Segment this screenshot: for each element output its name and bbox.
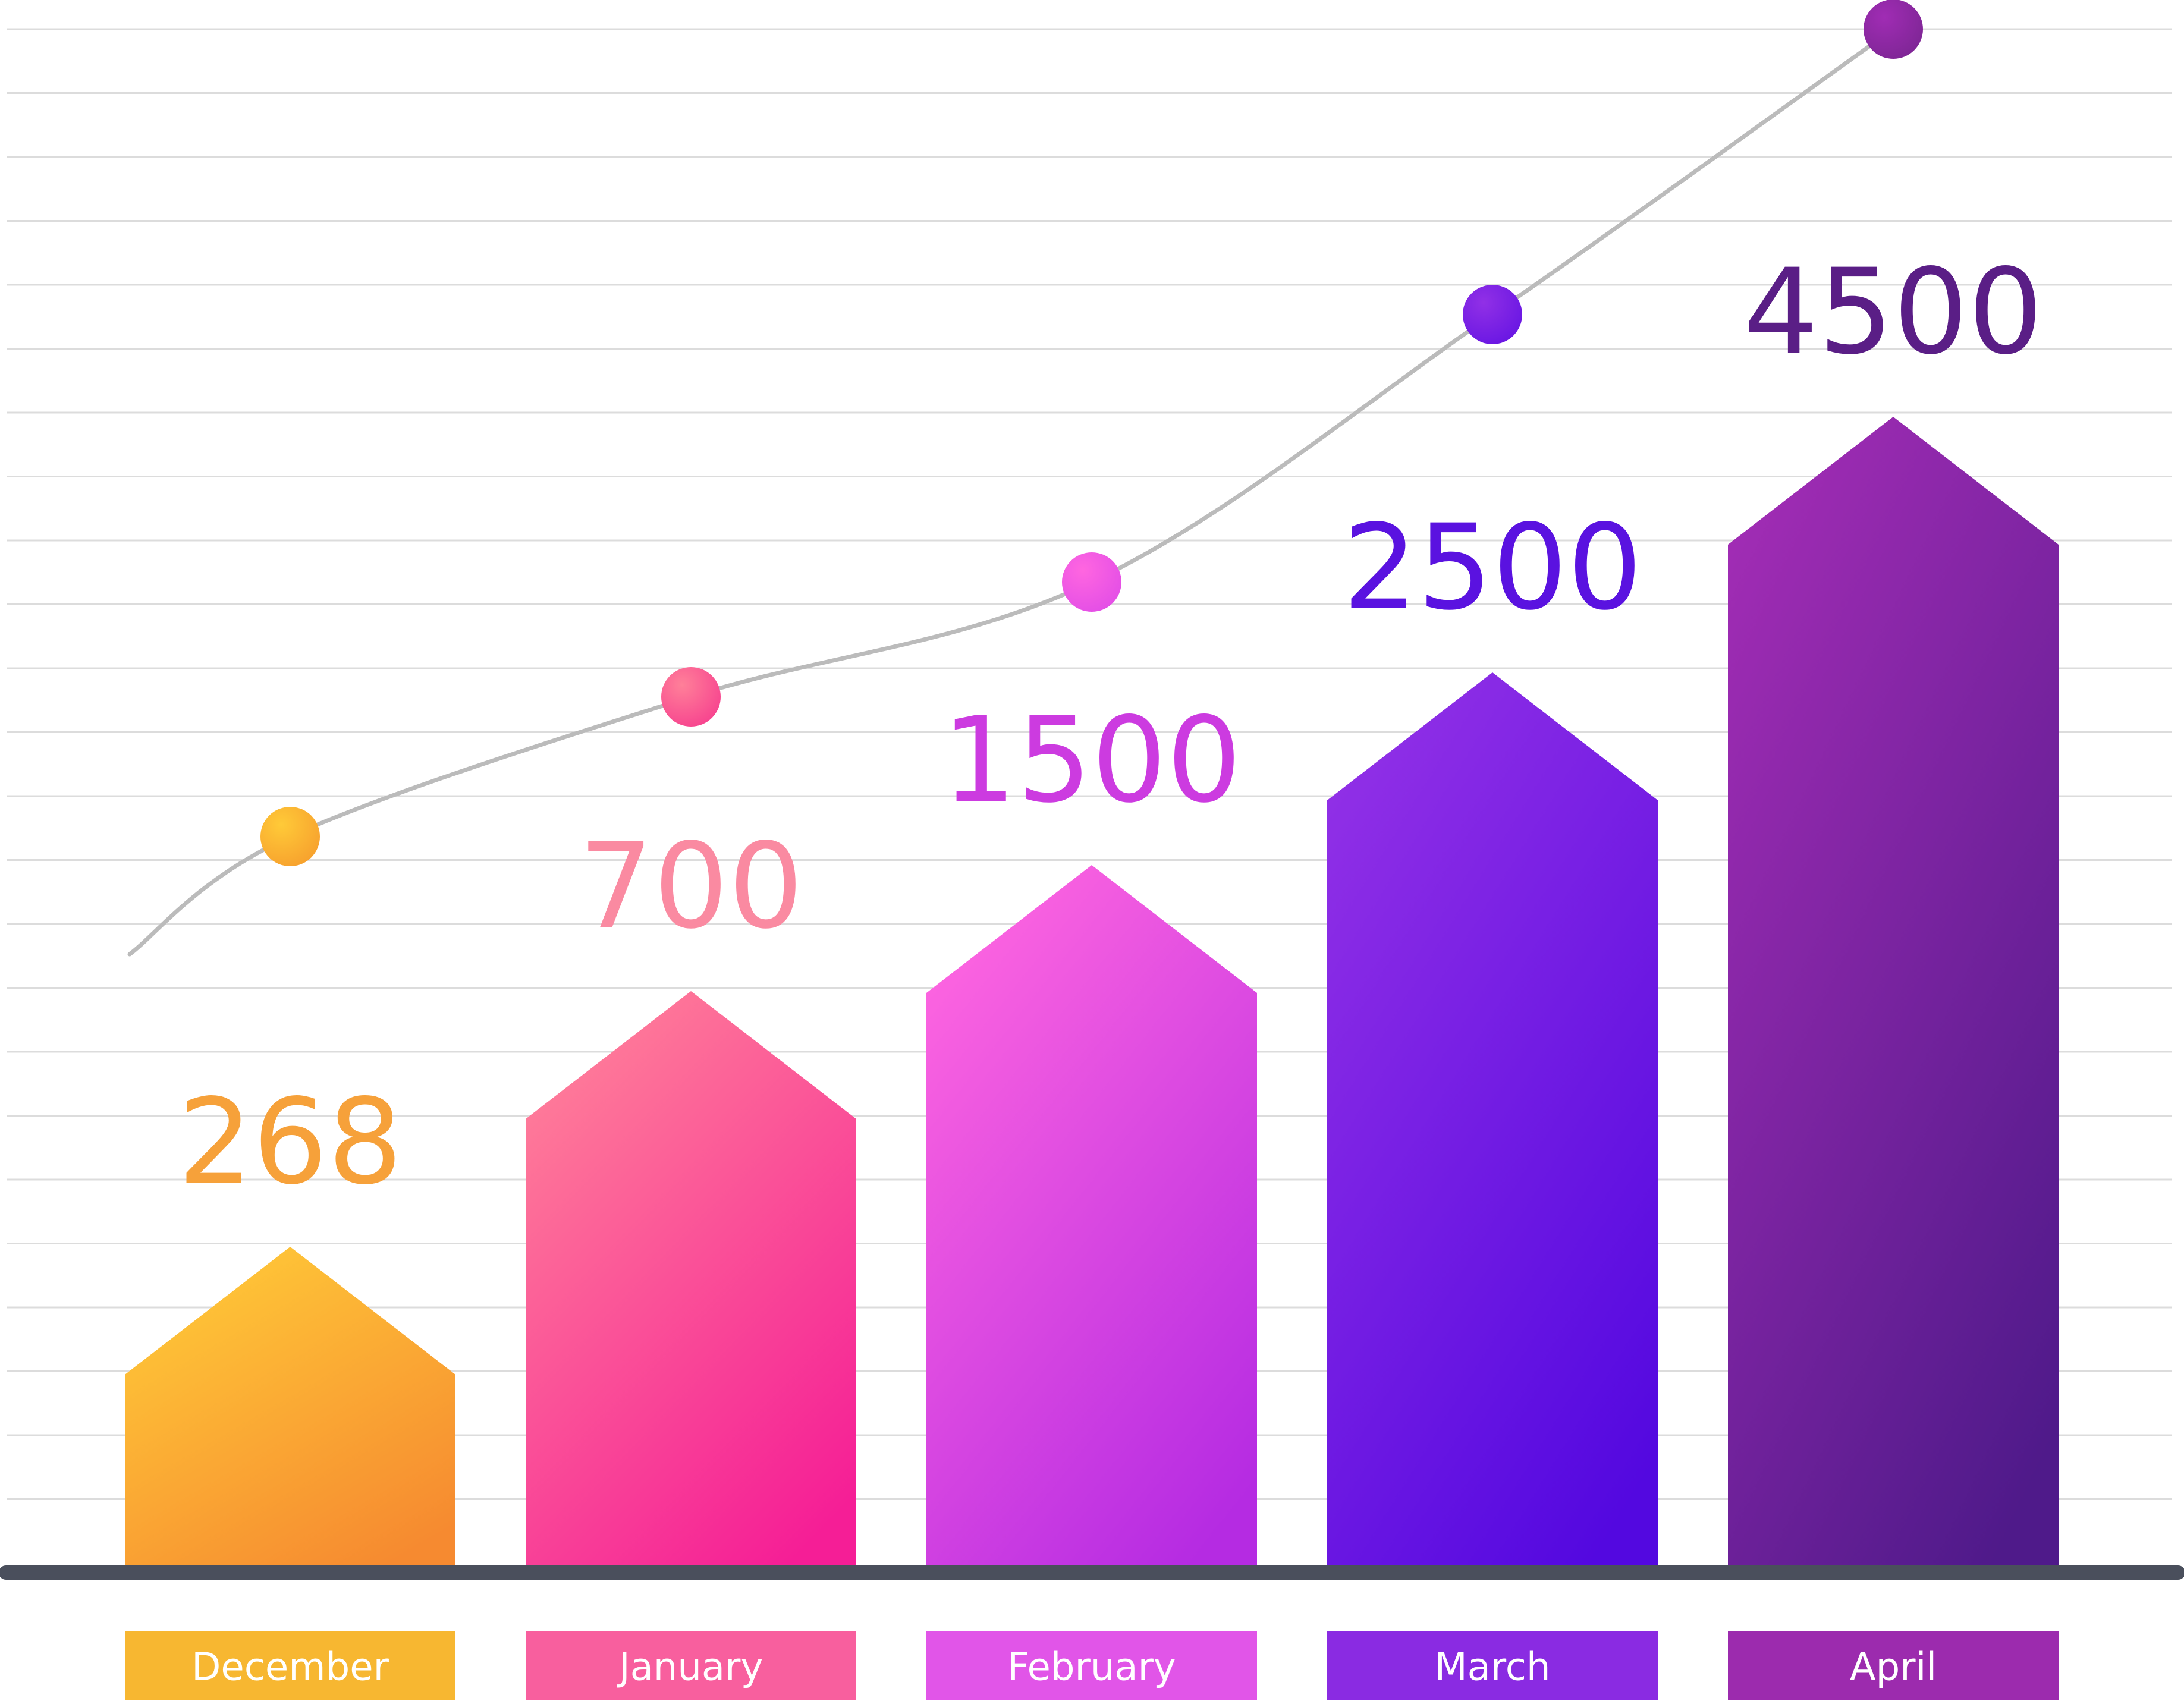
value-label: 1500 [942,691,1242,829]
bar [1327,672,1658,1565]
category-label: March [1434,1646,1550,1690]
category-labels: December January February March April [125,1631,2059,1700]
category-box [526,1631,856,1700]
bar [526,991,856,1565]
category-label: January [617,1646,763,1690]
trend-point [661,667,721,727]
category-box [125,1631,455,1700]
trend-point [1062,552,1121,612]
value-labels: 268 700 1500 2500 4500 [178,243,2043,1210]
trend-point [1463,285,1522,344]
value-label: 2500 [1343,499,1642,636]
bar [125,1247,455,1565]
trend-point [260,807,320,866]
bar [1728,417,2059,1565]
category-box [1728,1631,2059,1700]
category-label: December [191,1646,389,1690]
category-label: April [1850,1646,1937,1690]
category-label: February [1007,1646,1176,1690]
value-label: 268 [178,1073,403,1210]
trend-line-group [127,0,1923,957]
bars [125,417,2059,1565]
category-box [1327,1631,1658,1700]
trend-point [1864,0,1923,59]
value-label: 700 [579,818,803,955]
value-label: 4500 [1743,243,2043,381]
category-box [926,1631,1257,1700]
bar [926,865,1257,1565]
